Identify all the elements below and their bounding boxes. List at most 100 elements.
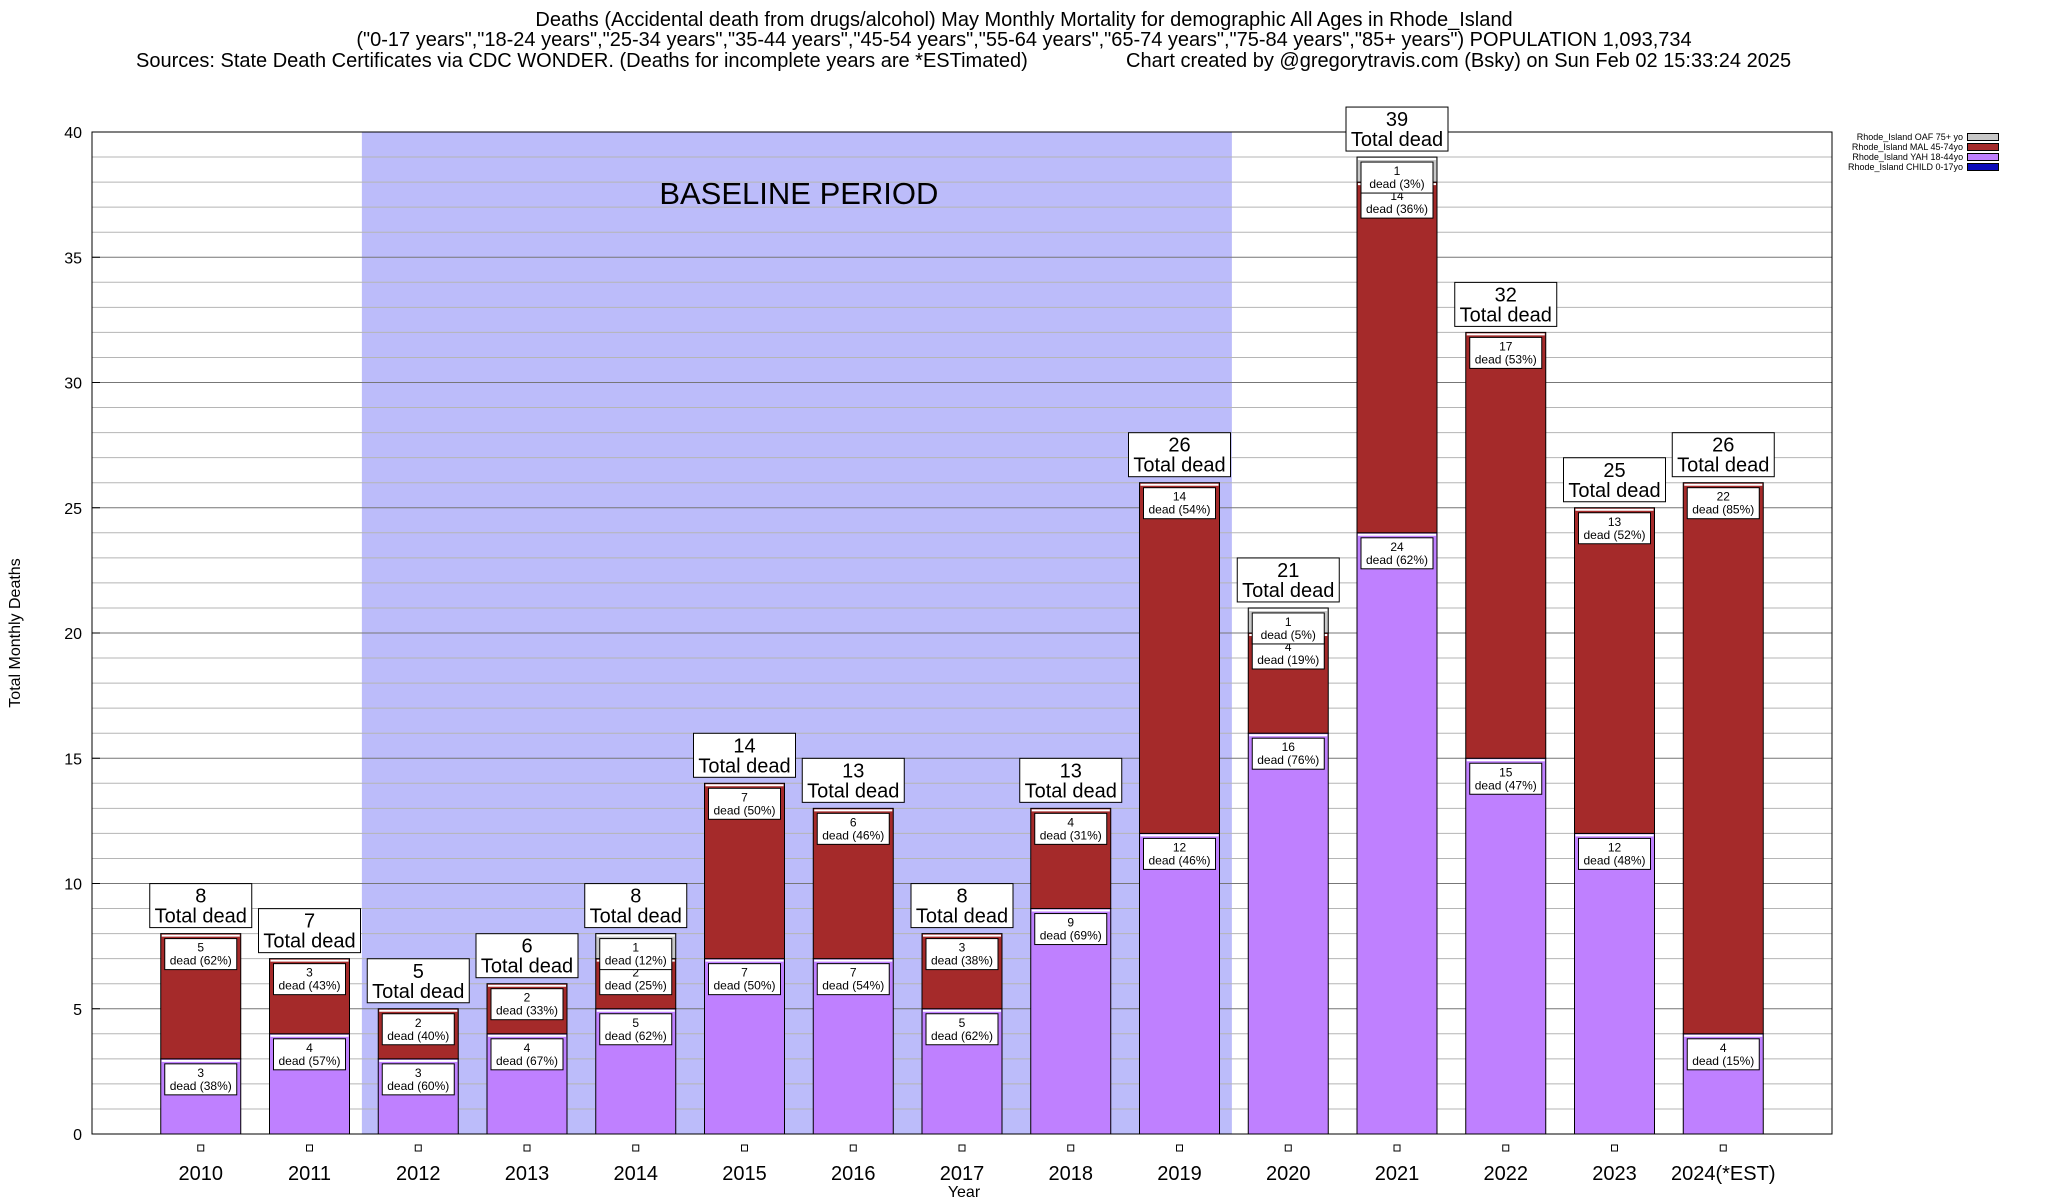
segment-label-box [1360, 161, 1434, 194]
total-label-box [1454, 281, 1558, 327]
segment-count-label: 12 [1173, 840, 1187, 854]
segment-percent-label: dead (19%) [1257, 653, 1319, 667]
segment-percent-label: dead (54%) [822, 979, 884, 993]
legend-entry: Rhode_Island YAH 18-44yo [1848, 152, 2000, 162]
bar-segment [1030, 908, 1112, 1135]
segment-percent-label: dead (38%) [931, 954, 993, 968]
x-tick-marker [197, 1144, 205, 1152]
total-label-box [1671, 432, 1775, 478]
segment-percent-label: dead (38%) [170, 1079, 232, 1093]
legend-swatch [1967, 153, 2000, 161]
x-tick-marker [414, 1144, 422, 1152]
total-label-box [1563, 457, 1666, 503]
segment-count-label: 14 [1173, 490, 1187, 504]
x-tick-marker [1067, 1144, 1075, 1152]
legend-label: Rhode_Island MAL 45-74yo [1851, 142, 1964, 152]
segment-label-box [381, 1013, 455, 1046]
x-tick-label: 2024(*EST) [1671, 1163, 1776, 1185]
segment-count-label: 16 [1282, 740, 1296, 754]
segment-percent-label: dead (48%) [1583, 853, 1645, 867]
total-count-label: 13 [1060, 760, 1082, 782]
chart-title: Deaths (Accidental death from drugs/alco… [0, 10, 2048, 72]
segment-label-box [490, 1038, 564, 1071]
segment-percent-label: dead (46%) [822, 828, 884, 842]
segment-percent-label: dead (69%) [1040, 929, 1102, 943]
segment-percent-label: dead (60%) [387, 1079, 449, 1093]
total-text-label: Total dead [1677, 455, 1769, 477]
legend-entry: Rhode_Island OAF 75+ yo [1848, 132, 2000, 142]
segment-percent-label: dead (67%) [496, 1054, 558, 1068]
x-tick-marker [1176, 1144, 1183, 1152]
x-tick-marker [741, 1144, 748, 1152]
segment-label-box [1251, 737, 1325, 770]
x-tick-label: 2015 [722, 1163, 767, 1185]
total-count-label: 14 [733, 735, 755, 757]
segment-label-box [273, 1038, 346, 1071]
segment-count-label: 5 [959, 1016, 966, 1030]
bar-segment [1247, 732, 1329, 1135]
segment-percent-label: dead (3%) [1369, 177, 1424, 191]
total-count-label: 8 [956, 886, 967, 908]
segment-count-label: 2 [415, 1016, 422, 1030]
segment-label-box [381, 1063, 455, 1096]
segment-percent-label: dead (76%) [1257, 753, 1319, 767]
segment-label-box [1469, 336, 1543, 369]
x-tick-marker [306, 1144, 313, 1152]
total-count-label: 6 [521, 936, 532, 958]
x-tick-label: 2020 [1266, 1163, 1311, 1185]
segment-label-box [1686, 1038, 1760, 1071]
legend-label: Rhode_Island YAH 18-44yo [1852, 152, 1964, 162]
segment-percent-label: dead (12%) [605, 954, 667, 968]
segment-percent-label: dead (85%) [1692, 503, 1754, 517]
segment-label-box [1360, 537, 1434, 570]
segment-label-box [708, 787, 781, 820]
y-tick-label: 10 [64, 877, 82, 894]
total-count-label: 7 [304, 911, 315, 933]
y-axis-label: Total Monthly Deaths [7, 558, 24, 707]
segment-label-box [1034, 812, 1108, 845]
segment-percent-label: dead (43%) [278, 979, 340, 993]
x-tick-label: 2010 [179, 1163, 224, 1185]
y-tick-label: 15 [64, 751, 82, 768]
x-tick-label: 2014 [614, 1163, 659, 1185]
x-tick-label: 2011 [288, 1163, 331, 1185]
segment-label-box [599, 1013, 673, 1046]
segment-count-label: 5 [632, 1016, 639, 1030]
y-tick-label: 35 [64, 250, 82, 267]
x-tick-marker [849, 1144, 857, 1152]
segment-label-box [925, 938, 999, 971]
x-axis-label: Year [948, 1184, 981, 1200]
y-tick-label: 30 [64, 376, 82, 393]
total-text-label: Total dead [1025, 780, 1117, 802]
segment-count-label: 15 [1499, 765, 1513, 779]
segment-count-label: 7 [850, 966, 857, 980]
segment-count-label: 6 [850, 815, 857, 829]
total-label-box [801, 757, 905, 803]
segment-percent-label: dead (62%) [931, 1029, 993, 1043]
segment-count-label: 4 [1720, 1041, 1727, 1055]
segment-label-box [490, 988, 564, 1021]
total-label-box [475, 933, 579, 979]
title-line-2: ("0-17 years","18-24 years","25-34 years… [356, 29, 1692, 51]
segment-label-box [273, 963, 346, 996]
total-count-label: 26 [1168, 435, 1190, 457]
credit-note: Chart created by @gregorytravis.com (Bsk… [1126, 50, 1792, 72]
bar-segment [1356, 181, 1438, 534]
segment-count-label: 1 [1285, 615, 1292, 629]
x-tick-label: 2017 [940, 1163, 985, 1185]
segment-label-box [1251, 612, 1325, 645]
total-label-box [1128, 432, 1231, 478]
total-text-label: Total dead [698, 755, 790, 777]
bar-segment [1465, 331, 1547, 759]
y-tick-label: 0 [73, 1127, 82, 1144]
segment-count-label: 4 [1067, 815, 1074, 829]
segment-count-label: 4 [1285, 640, 1292, 654]
x-tick-marker [523, 1144, 531, 1152]
y-tick-label: 20 [64, 626, 82, 643]
segment-label-box [1578, 512, 1651, 545]
total-count-label: 8 [195, 886, 206, 908]
total-label-box [1236, 557, 1340, 603]
segment-percent-label: dead (50%) [713, 979, 775, 993]
total-count-label: 21 [1277, 560, 1299, 582]
